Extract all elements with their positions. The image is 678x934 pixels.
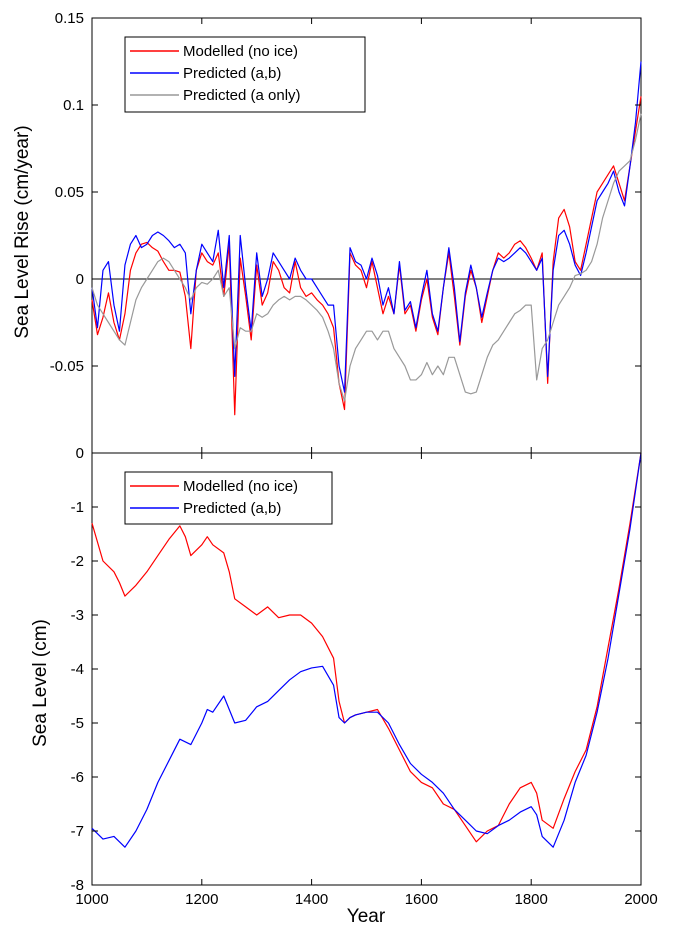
bottom-y-tick-label: -6 [71, 769, 84, 786]
x-axis: 1000 1200 1400 1600 1800 2000 [75, 891, 657, 908]
bottom-y-tick-label: -3 [71, 607, 84, 624]
top-legend-label-1: Predicted (a,b) [183, 65, 281, 82]
top-panel-ylabel: Sea Level Rise (cm/year) [12, 125, 33, 338]
x-tick-label: 1800 [515, 891, 548, 908]
x-tick-label: 2000 [624, 891, 657, 908]
top-y-tick-label: 0.1 [63, 97, 84, 114]
top-series-line-2 [91, 113, 642, 402]
bottom-y-tick-label: -8 [71, 877, 84, 894]
bottom-legend-label-1: Predicted (a,b) [183, 500, 281, 517]
top-y-tick-label: 0.15 [55, 10, 84, 27]
bottom-y-tick-label: 0 [76, 445, 84, 462]
bottom-legend: Modelled (no ice) Predicted (a,b) [124, 471, 333, 525]
top-legend: Modelled (no ice) Predicted (a,b) Predicte… [124, 36, 366, 113]
bottom-panel-ylabel: Sea Level (cm) [30, 619, 51, 747]
top-legend-label-2: Predicted (a only) [183, 87, 301, 104]
bottom-y-tick-label: -5 [71, 715, 84, 732]
top-series-line-1 [91, 61, 642, 393]
bottom-panel: -8 -7 -6 -5 -4 -3 -2 -1 0 Modelled (no ice) Predic… [71, 445, 642, 894]
x-axis-label: Year [347, 906, 386, 927]
bottom-plot-frame [91, 452, 642, 886]
x-tick-label: 1000 [75, 891, 108, 908]
bottom-y-tick-label: -4 [71, 661, 84, 678]
top-legend-label-0: Modelled (no ice) [183, 43, 298, 60]
x-tick-label: 1400 [295, 891, 328, 908]
top-panel: -0.05 0 0.05 0.1 0.15 Modelled (no ice) Predic… [50, 10, 642, 454]
x-tick-label: 1600 [405, 891, 438, 908]
bottom-y-tick-label: -7 [71, 823, 84, 840]
top-y-tick-label: 0.05 [55, 184, 84, 201]
bottom-series-line-1 [91, 452, 642, 848]
x-tick-label: 1200 [185, 891, 218, 908]
bottom-y-tick-label: -1 [71, 499, 84, 516]
bottom-legend-box [124, 471, 333, 525]
top-legend-box [124, 36, 366, 113]
top-y-tick-label: -0.05 [50, 358, 84, 375]
bottom-legend-label-0: Modelled (no ice) [183, 478, 298, 495]
bottom-y-tick-label: -2 [71, 553, 84, 570]
top-y-tick-label: 0 [76, 271, 84, 288]
